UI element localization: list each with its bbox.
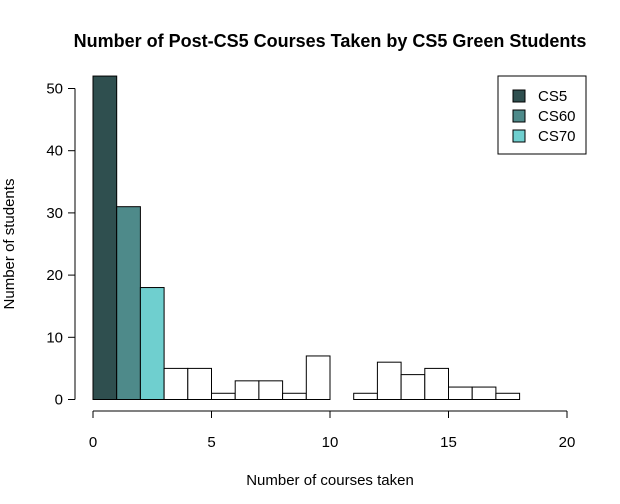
legend: CS5 CS60 CS70 [497,75,587,155]
histogram-bar [116,206,141,400]
legend-swatch [512,129,526,143]
histogram-bar [424,367,449,400]
y-axis-label: Number of students [1,179,18,310]
y-tick-label: 30 [46,205,63,222]
histogram-bar [282,392,307,400]
y-axis: 0 10 20 30 40 50 [46,81,76,409]
histogram-bar [471,386,497,400]
histogram-bar [163,367,189,400]
legend-label: CS60 [538,108,576,125]
x-tick-label: 10 [322,434,339,451]
x-tick-label: 0 [89,434,97,451]
legend-swatch [512,109,526,123]
y-tick-label: 10 [46,329,63,346]
y-tick-label: 40 [46,143,63,160]
legend-label: CS5 [538,88,567,105]
x-tick-label: 5 [207,434,215,451]
y-tick-label: 0 [55,392,63,409]
chart-title: Number of Post-CS5 Courses Taken by CS5 … [74,31,587,51]
x-tick-label: 20 [559,434,576,451]
histogram-bar [376,361,402,400]
x-axis: 0 5 10 15 20 [89,410,576,451]
histogram-bar [139,287,165,401]
histogram-bar [305,355,331,400]
bars-group [92,75,521,401]
histogram-bar [258,380,284,400]
y-tick-label: 20 [46,267,63,284]
histogram-bar [495,392,521,400]
x-tick-label: 15 [440,434,457,451]
legend-label: CS70 [538,128,576,145]
histogram-bar [234,380,260,400]
histogram-bar [211,392,236,400]
y-tick-label: 50 [46,81,63,98]
histogram-bar [353,392,378,400]
histogram-bar [187,367,213,400]
histogram-bar [400,374,426,400]
histogram-bar [92,75,118,400]
histogram-bar [448,386,473,400]
legend-swatch [512,89,526,103]
x-axis-label: Number of courses taken [246,472,414,489]
